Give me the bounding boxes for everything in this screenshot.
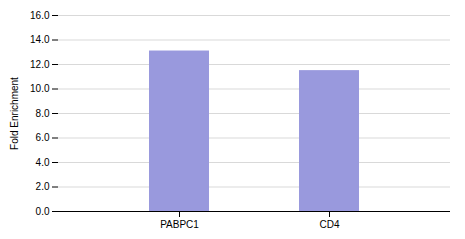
svg-text:Fold Enrichment: Fold Enrichment xyxy=(9,77,20,150)
svg-text:12.0: 12.0 xyxy=(30,59,50,70)
svg-text:2.0: 2.0 xyxy=(36,181,50,192)
svg-text:CD4: CD4 xyxy=(319,219,339,230)
svg-text:0.0: 0.0 xyxy=(36,206,50,217)
svg-text:6.0: 6.0 xyxy=(36,132,50,143)
svg-text:PABPC1: PABPC1 xyxy=(160,219,199,230)
svg-text:10.0: 10.0 xyxy=(30,83,50,94)
svg-text:4.0: 4.0 xyxy=(36,157,50,168)
svg-text:8.0: 8.0 xyxy=(36,108,50,119)
svg-text:16.0: 16.0 xyxy=(30,10,50,21)
svg-text:14.0: 14.0 xyxy=(30,34,50,45)
